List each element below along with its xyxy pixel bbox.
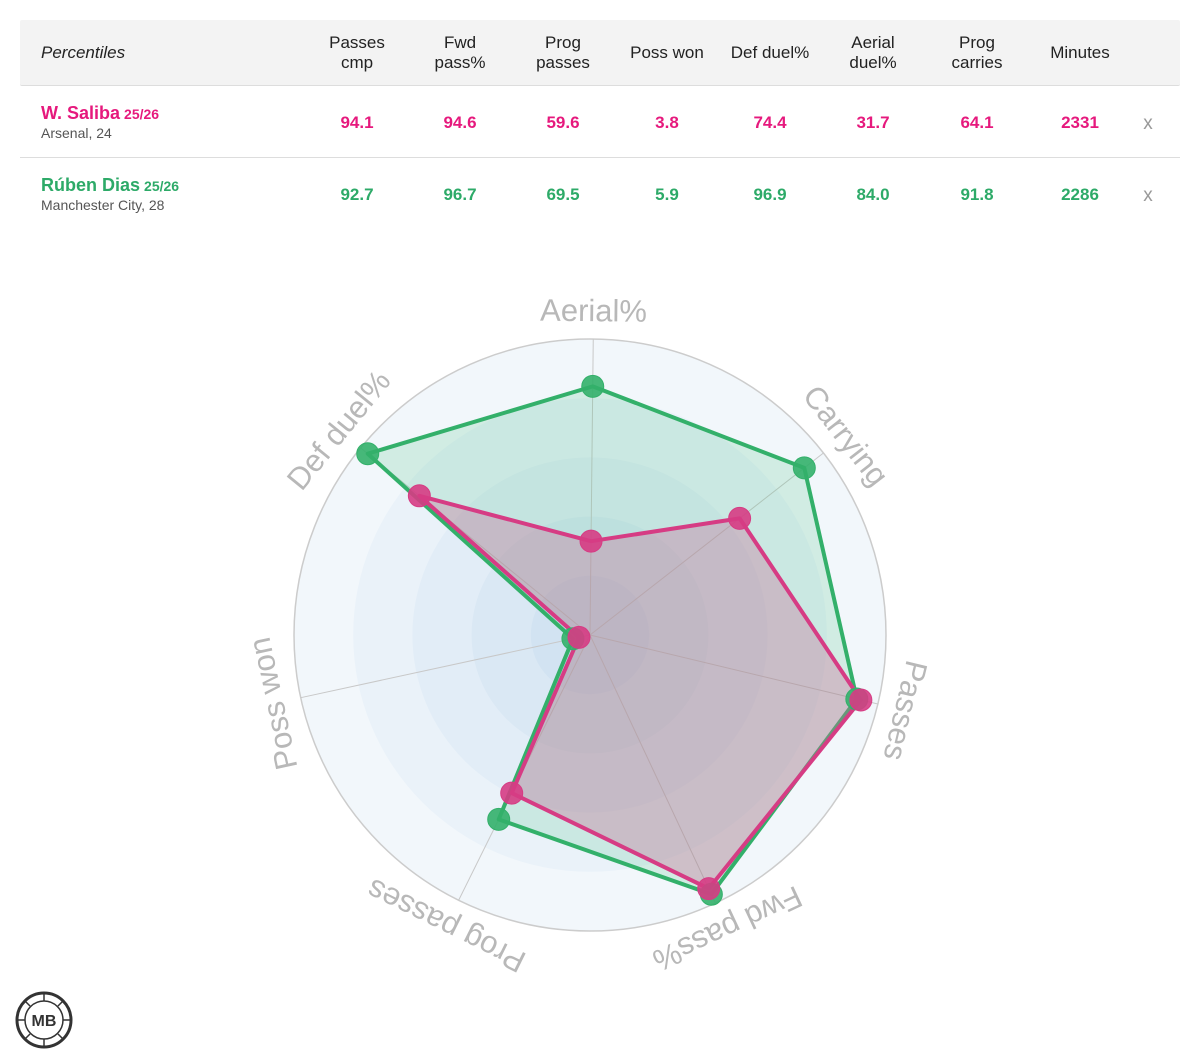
column-header-line: Fwd xyxy=(443,32,477,52)
stat-value: 64.1 xyxy=(960,112,994,132)
column-header: Fwd pass% xyxy=(404,20,516,85)
radar-point xyxy=(728,506,752,530)
radar-axis-label: Aerial% xyxy=(540,293,647,329)
stat-value: 91.8 xyxy=(960,184,994,204)
logo-text: MB xyxy=(32,1013,57,1030)
column-header: Prog passes xyxy=(507,20,619,85)
radar-outer-ring xyxy=(293,338,887,932)
radar-point xyxy=(581,374,605,398)
stat-value: 2286 xyxy=(1061,184,1099,204)
radar-point xyxy=(407,484,431,508)
percentile-table: Percentiles Passes cmp Fwd pass% Prog passes P… xyxy=(20,20,1180,229)
stat-value: 74.4 xyxy=(753,112,787,132)
column-header-label: Passes cmp xyxy=(329,33,385,73)
table-header: Percentiles Passes cmp Fwd pass% Prog passes P… xyxy=(20,20,1180,86)
mb-logo-icon: MB xyxy=(15,991,73,1049)
column-header-label: Def duel% xyxy=(731,43,809,63)
column-header-line: Aerial xyxy=(851,32,895,52)
radar-spoke xyxy=(589,634,878,705)
column-header: Passes cmp xyxy=(301,20,413,85)
stat-value: 5.9 xyxy=(655,184,679,204)
column-header-label: Aerial duel% xyxy=(849,33,896,73)
player-row: W. Saliba 25/26 Arsenal, 24 94.1 94.6 59.6 3.8… xyxy=(20,86,1180,158)
radar-series-area xyxy=(417,493,863,891)
player-club: Arsenal, 24 xyxy=(41,124,112,141)
player-row: Rúben Dias 25/26 Manchester City, 28 92.7 96… xyxy=(20,158,1180,229)
column-header-line: pass% xyxy=(434,52,486,72)
radar-point xyxy=(697,877,721,901)
stat-value: 92.7 xyxy=(340,184,374,204)
stat-value: 96.7 xyxy=(443,184,477,204)
column-header-line: Prog xyxy=(545,32,581,52)
player-club: Manchester City, 28 xyxy=(41,196,165,213)
column-header-label: Fwd pass% xyxy=(434,33,485,73)
column-header-line: Prog xyxy=(959,32,995,52)
stat-value: 3.8 xyxy=(655,112,679,132)
stat-value: 59.6 xyxy=(546,112,580,132)
column-header: Def duel% xyxy=(714,20,826,85)
column-header-line: Passes xyxy=(329,32,385,52)
percentiles-label: Percentiles xyxy=(41,42,126,62)
player-name: Rúben Dias xyxy=(41,174,141,195)
column-header-line: carries xyxy=(951,52,1003,72)
stat-value: 31.7 xyxy=(856,112,890,132)
player-name: W. Saliba xyxy=(41,102,121,123)
column-header: Aerial duel% xyxy=(817,20,929,85)
radar-point xyxy=(500,781,524,805)
column-header-label: Prog passes xyxy=(536,33,590,73)
radar-point xyxy=(567,625,591,649)
remove-player-button[interactable]: x xyxy=(1143,112,1153,134)
column-header-label: Minutes xyxy=(1050,43,1110,63)
column-header-line: Poss won xyxy=(630,42,704,62)
column-header-label: Poss won xyxy=(630,43,704,63)
stat-value: 94.1 xyxy=(340,112,374,132)
column-header-line: Def duel% xyxy=(730,42,810,62)
radar-axis-label: Passes xyxy=(876,657,934,764)
radar-point xyxy=(579,529,603,553)
stat-value: 96.9 xyxy=(753,184,787,204)
stat-value: 69.5 xyxy=(546,184,580,204)
column-header-line: passes xyxy=(536,52,590,72)
player-info: W. Saliba 25/26 Arsenal, 24 xyxy=(41,86,159,157)
mb-logo: MB xyxy=(14,990,74,1055)
column-header: Poss won xyxy=(611,20,723,85)
remove-player-button[interactable]: x xyxy=(1143,184,1153,206)
radar-point xyxy=(849,688,873,712)
column-header: Prog carries xyxy=(921,20,1033,85)
radar-point xyxy=(792,456,816,480)
radar-spoke xyxy=(300,634,591,699)
column-header-label: Prog carries xyxy=(951,33,1002,73)
column-header: Minutes xyxy=(1024,20,1136,85)
player-season: 25/26 xyxy=(144,177,180,194)
column-header-line: Minutes xyxy=(1050,42,1110,62)
radar-spoke xyxy=(589,452,824,636)
player-season: 25/26 xyxy=(124,105,160,122)
radar-point xyxy=(356,442,380,466)
column-header-line: cmp xyxy=(340,52,374,72)
stat-value: 94.6 xyxy=(443,112,477,132)
column-header-line: duel% xyxy=(849,52,897,72)
radar-spoke xyxy=(589,634,716,904)
radar-point xyxy=(487,807,511,831)
stat-value: 84.0 xyxy=(856,184,890,204)
player-info: Rúben Dias 25/26 Manchester City, 28 xyxy=(41,158,179,229)
stat-value: 2331 xyxy=(1061,112,1099,132)
